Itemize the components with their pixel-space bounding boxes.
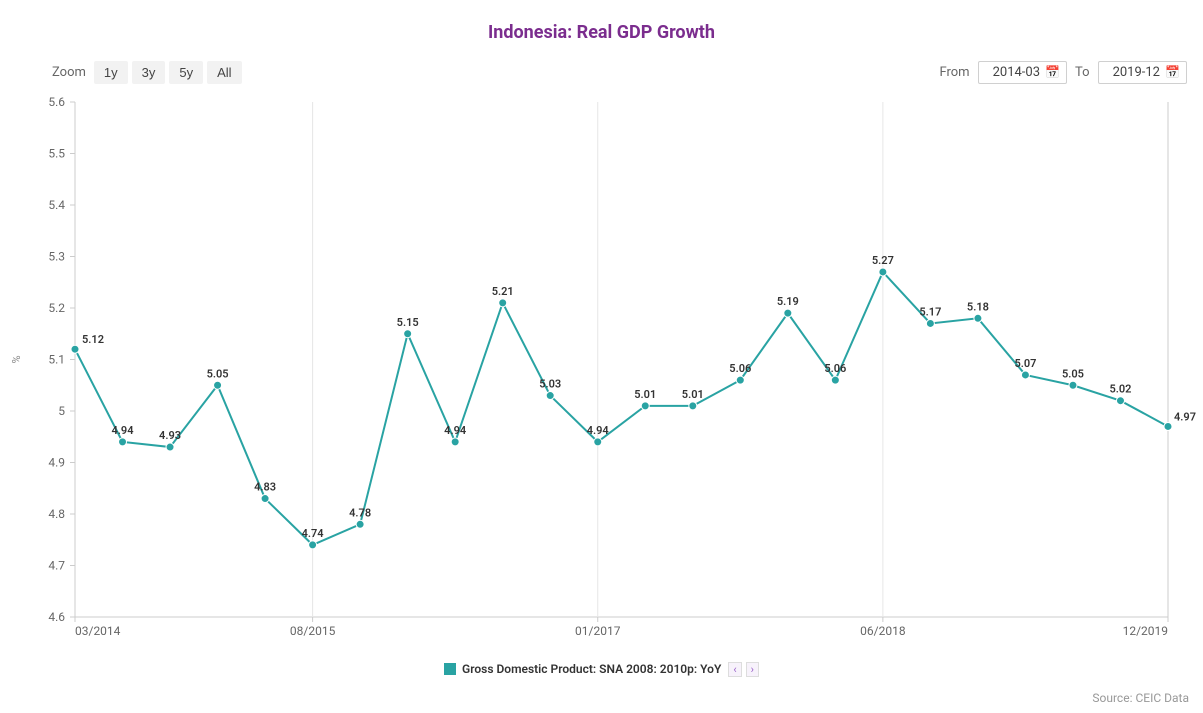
chart-plot-area[interactable]: 4.6 4.7 4.8 4.9 5 5.1 5.2 5.3 5.4 5.5 5.6% 03/2014 0… (0, 92, 1203, 649)
svg-text:5.17: 5.17 (919, 305, 941, 318)
svg-text:5.06: 5.06 (729, 362, 751, 375)
svg-text:4.78: 4.78 (349, 506, 371, 519)
zoom-5y-button[interactable]: 5y (169, 61, 203, 84)
svg-text:4.74: 4.74 (302, 527, 324, 540)
svg-text:5.01: 5.01 (682, 388, 704, 401)
svg-text:5.06: 5.06 (824, 362, 846, 375)
svg-text:4.93: 4.93 (159, 429, 181, 442)
svg-text:06/2018: 06/2018 (860, 624, 906, 638)
range-from-label: From (939, 65, 969, 80)
svg-text:5.1: 5.1 (48, 353, 65, 367)
zoom-all-button[interactable]: All (207, 61, 241, 84)
legend-series-label[interactable]: Gross Domestic Product: SNA 2008: 2010p:… (462, 662, 721, 676)
svg-text:5.21: 5.21 (492, 285, 514, 298)
svg-text:5.12: 5.12 (82, 333, 104, 346)
range-to-input[interactable]: 2019-12📅 (1098, 61, 1187, 84)
svg-text:5.15: 5.15 (397, 316, 419, 329)
svg-text:5.5: 5.5 (48, 147, 65, 161)
svg-text:4.94: 4.94 (587, 424, 609, 437)
legend-swatch (444, 663, 456, 675)
svg-text:5.18: 5.18 (967, 300, 989, 313)
svg-text:12/2019: 12/2019 (1123, 624, 1168, 638)
source-attribution: Source: CEIC Data (1092, 691, 1189, 705)
legend-prev-button[interactable]: ‹ (728, 662, 741, 677)
svg-text:5.03: 5.03 (539, 378, 561, 391)
chart-legend: Gross Domestic Product: SNA 2008: 2010p:… (0, 662, 1203, 677)
chart-toolbar: Zoom 1y 3y 5y All From 2014-03📅 To 2019-… (0, 56, 1203, 88)
svg-text:4.94: 4.94 (444, 424, 466, 437)
svg-text:5.19: 5.19 (777, 295, 799, 308)
svg-text:4.7: 4.7 (48, 559, 65, 573)
svg-text:5.05: 5.05 (207, 367, 229, 380)
svg-text:03/2014: 03/2014 (75, 624, 121, 638)
svg-text:5.02: 5.02 (1109, 383, 1131, 396)
chart-title: Indonesia: Real GDP Growth (0, 0, 1203, 43)
svg-text:5.3: 5.3 (48, 250, 65, 264)
svg-text:5.27: 5.27 (872, 254, 894, 267)
svg-text:4.94: 4.94 (112, 424, 134, 437)
svg-text:5: 5 (58, 404, 65, 418)
legend-next-button[interactable]: › (746, 662, 759, 677)
calendar-icon: 📅 (1045, 65, 1060, 79)
svg-text:4.6: 4.6 (48, 610, 65, 624)
svg-text:%: % (10, 355, 23, 363)
svg-text:08/2015: 08/2015 (290, 624, 336, 638)
svg-text:5.4: 5.4 (48, 198, 65, 212)
calendar-icon: 📅 (1165, 65, 1180, 79)
svg-text:01/2017: 01/2017 (575, 624, 621, 638)
svg-text:4.83: 4.83 (254, 481, 276, 494)
range-to-label: To (1075, 65, 1090, 80)
svg-text:5.6: 5.6 (48, 95, 65, 109)
svg-text:4.9: 4.9 (48, 456, 65, 470)
svg-text:5.01: 5.01 (634, 388, 656, 401)
svg-text:4.97: 4.97 (1174, 410, 1196, 423)
svg-text:5.07: 5.07 (1014, 357, 1036, 370)
zoom-3y-button[interactable]: 3y (132, 61, 166, 84)
zoom-label: Zoom (52, 65, 86, 80)
zoom-1y-button[interactable]: 1y (94, 61, 128, 84)
range-from-input[interactable]: 2014-03📅 (978, 61, 1067, 84)
svg-text:5.2: 5.2 (48, 301, 65, 315)
svg-text:5.05: 5.05 (1062, 367, 1084, 380)
svg-text:4.8: 4.8 (48, 507, 65, 521)
